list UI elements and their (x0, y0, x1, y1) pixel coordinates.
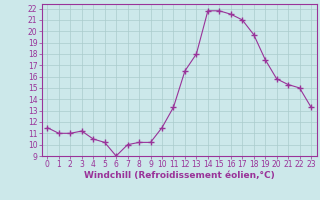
X-axis label: Windchill (Refroidissement éolien,°C): Windchill (Refroidissement éolien,°C) (84, 171, 275, 180)
